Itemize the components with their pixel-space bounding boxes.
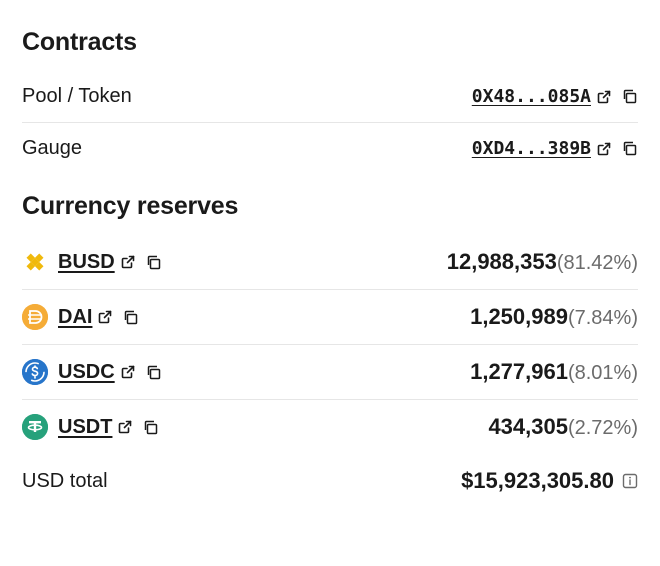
reserve-row: DAI 1,250,989(7.84%) (22, 290, 638, 345)
token-link[interactable]: USDC (58, 361, 135, 384)
contract-address-link[interactable]: 0XD4...389B (472, 138, 611, 159)
external-link-icon (121, 365, 135, 379)
external-link-icon (98, 310, 112, 324)
token-link[interactable]: USDT (58, 416, 132, 439)
contract-address-link[interactable]: 0X48...085A (472, 86, 611, 107)
external-link-icon (121, 255, 135, 269)
contract-row: Pool / Token 0X48...085A (22, 71, 638, 123)
token-icon (22, 304, 48, 330)
token-percentage: (8.01%) (568, 362, 638, 384)
usd-total-row: USD total $15,923,305.80 (22, 454, 638, 500)
token-icon (22, 414, 48, 440)
copy-button[interactable] (142, 419, 159, 436)
token-icon (22, 249, 48, 275)
copy-button[interactable] (122, 309, 139, 326)
usd-total-label: USD total (22, 470, 108, 493)
copy-button[interactable] (145, 364, 162, 381)
token-amount: 434,305 (488, 414, 568, 439)
contracts-heading: Contracts (22, 28, 638, 57)
copy-button[interactable] (145, 254, 162, 271)
token-symbol: USDT (58, 416, 112, 439)
token-percentage: (2.72%) (568, 417, 638, 439)
token-percentage: (7.84%) (568, 307, 638, 329)
contract-row: Gauge 0XD4...389B (22, 123, 638, 174)
reserve-row: USDC 1,277,961(8.01%) (22, 345, 638, 400)
external-link-icon (118, 420, 132, 434)
reserve-row: USDT 434,305(2.72%) (22, 400, 638, 454)
copy-button[interactable] (621, 88, 638, 105)
contracts-list: Pool / Token 0X48...085A Gauge 0XD4...389B (22, 71, 638, 174)
token-symbol: DAI (58, 306, 92, 329)
external-link-icon (597, 142, 611, 156)
token-percentage: (81.42%) (557, 252, 638, 274)
token-amount: 12,988,353 (447, 249, 557, 274)
contract-label: Gauge (22, 137, 82, 160)
contract-address: 0X48...085A (472, 86, 591, 107)
token-icon (22, 359, 48, 385)
token-amount: 1,250,989 (470, 304, 568, 329)
reserves-list: BUSD 12,988,353(81.42%) DAI 1,250,989(7.84%… (22, 235, 638, 454)
usd-total-value: $15,923,305.80 (461, 468, 614, 494)
copy-button[interactable] (621, 140, 638, 157)
contract-label: Pool / Token (22, 85, 132, 108)
info-icon[interactable] (622, 473, 638, 489)
token-link[interactable]: DAI (58, 306, 112, 329)
token-amount: 1,277,961 (470, 359, 568, 384)
token-link[interactable]: BUSD (58, 251, 135, 274)
contract-address: 0XD4...389B (472, 138, 591, 159)
reserves-heading: Currency reserves (22, 192, 638, 221)
external-link-icon (597, 90, 611, 104)
token-symbol: USDC (58, 361, 115, 384)
panel: Contracts Pool / Token 0X48...085A Gauge 0X… (0, 0, 660, 512)
token-symbol: BUSD (58, 251, 115, 274)
reserve-row: BUSD 12,988,353(81.42%) (22, 235, 638, 290)
